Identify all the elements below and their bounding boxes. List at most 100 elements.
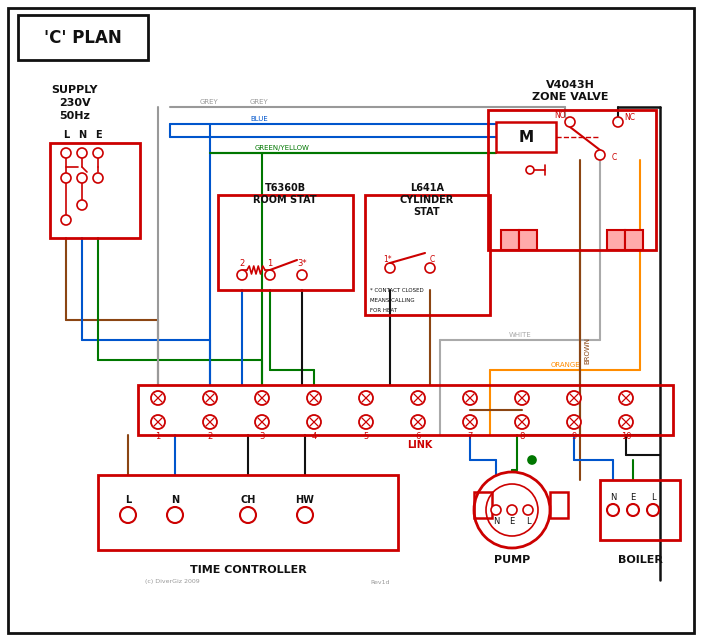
- Circle shape: [265, 270, 275, 280]
- Circle shape: [151, 415, 165, 429]
- Text: 2: 2: [207, 432, 213, 441]
- Circle shape: [93, 173, 103, 183]
- Circle shape: [425, 263, 435, 273]
- Text: N: N: [610, 492, 616, 501]
- Circle shape: [507, 505, 517, 515]
- Circle shape: [411, 415, 425, 429]
- Circle shape: [486, 484, 538, 536]
- Circle shape: [411, 391, 425, 405]
- Circle shape: [607, 504, 619, 516]
- Text: 50Hz: 50Hz: [60, 111, 91, 121]
- Text: 1*: 1*: [384, 256, 392, 265]
- Circle shape: [647, 504, 659, 516]
- Text: CH: CH: [240, 495, 256, 505]
- Text: L: L: [526, 517, 530, 526]
- Text: 10: 10: [621, 432, 631, 441]
- Text: 9: 9: [571, 432, 576, 441]
- Circle shape: [297, 507, 313, 523]
- Circle shape: [77, 148, 87, 158]
- Text: ORANGE: ORANGE: [550, 362, 580, 368]
- Circle shape: [359, 391, 373, 405]
- Circle shape: [77, 173, 87, 183]
- Circle shape: [491, 505, 501, 515]
- Bar: [218, 195, 353, 290]
- Text: * CONTACT CLOSED: * CONTACT CLOSED: [370, 288, 424, 292]
- Text: BROWN: BROWN: [584, 337, 590, 363]
- Text: N: N: [78, 130, 86, 140]
- Circle shape: [307, 415, 321, 429]
- Circle shape: [151, 391, 165, 405]
- Text: 1: 1: [155, 432, 161, 441]
- Circle shape: [385, 263, 395, 273]
- Text: 4: 4: [312, 432, 317, 441]
- Bar: [501, 230, 519, 250]
- Text: C: C: [611, 153, 616, 163]
- Text: Rev1d: Rev1d: [370, 579, 390, 585]
- Circle shape: [61, 148, 71, 158]
- Text: 8: 8: [519, 432, 524, 441]
- Circle shape: [307, 391, 321, 405]
- Circle shape: [359, 415, 373, 429]
- Text: NO: NO: [554, 110, 566, 119]
- Circle shape: [61, 215, 71, 225]
- Text: WHITE: WHITE: [509, 332, 531, 338]
- Bar: [98, 475, 398, 550]
- Bar: [550, 492, 568, 518]
- Text: MEANS CALLING: MEANS CALLING: [370, 297, 415, 303]
- Circle shape: [240, 507, 256, 523]
- Text: L: L: [125, 495, 131, 505]
- Text: BOILER: BOILER: [618, 555, 663, 565]
- Bar: [488, 110, 656, 250]
- Circle shape: [619, 415, 633, 429]
- Text: E: E: [510, 517, 515, 526]
- Text: L641A: L641A: [410, 183, 444, 193]
- Circle shape: [255, 391, 269, 405]
- Circle shape: [515, 391, 529, 405]
- Circle shape: [167, 507, 183, 523]
- Bar: [18, 15, 148, 60]
- Circle shape: [77, 200, 87, 210]
- Bar: [138, 385, 673, 435]
- Bar: [625, 230, 643, 250]
- Text: GREEN/YELLOW: GREEN/YELLOW: [255, 145, 310, 151]
- Text: (c) DiverGiz 2009: (c) DiverGiz 2009: [145, 579, 200, 585]
- Circle shape: [474, 472, 550, 548]
- Text: 5: 5: [364, 432, 369, 441]
- Bar: [496, 122, 556, 152]
- Circle shape: [528, 456, 536, 464]
- Text: M: M: [519, 129, 534, 144]
- Text: LINK: LINK: [407, 440, 432, 450]
- Text: N: N: [493, 517, 499, 526]
- Text: L: L: [651, 492, 655, 501]
- Circle shape: [627, 504, 639, 516]
- Bar: [365, 195, 490, 315]
- Text: TIME CONTROLLER: TIME CONTROLLER: [190, 565, 306, 575]
- Bar: [474, 492, 492, 518]
- Text: NC: NC: [625, 113, 635, 122]
- Circle shape: [523, 505, 533, 515]
- Text: GREY: GREY: [200, 99, 219, 105]
- Circle shape: [565, 117, 575, 127]
- Text: 3*: 3*: [297, 258, 307, 267]
- Text: 7: 7: [468, 432, 472, 441]
- Circle shape: [203, 391, 217, 405]
- Circle shape: [619, 391, 633, 405]
- Bar: [600, 480, 680, 540]
- Text: E: E: [630, 492, 635, 501]
- Bar: [519, 230, 537, 250]
- Circle shape: [567, 391, 581, 405]
- Text: BLUE: BLUE: [250, 116, 267, 122]
- Circle shape: [567, 415, 581, 429]
- Text: HW: HW: [296, 495, 314, 505]
- Text: SUPPLY: SUPPLY: [52, 85, 98, 95]
- Circle shape: [595, 150, 605, 160]
- Text: CYLINDER: CYLINDER: [400, 195, 454, 205]
- Text: T6360B: T6360B: [265, 183, 305, 193]
- Circle shape: [526, 166, 534, 174]
- Text: V4043H: V4043H: [545, 80, 595, 90]
- Circle shape: [93, 148, 103, 158]
- Text: N: N: [171, 495, 179, 505]
- Circle shape: [120, 507, 136, 523]
- Text: FOR HEAT: FOR HEAT: [370, 308, 397, 313]
- Text: ZONE VALVE: ZONE VALVE: [531, 92, 608, 102]
